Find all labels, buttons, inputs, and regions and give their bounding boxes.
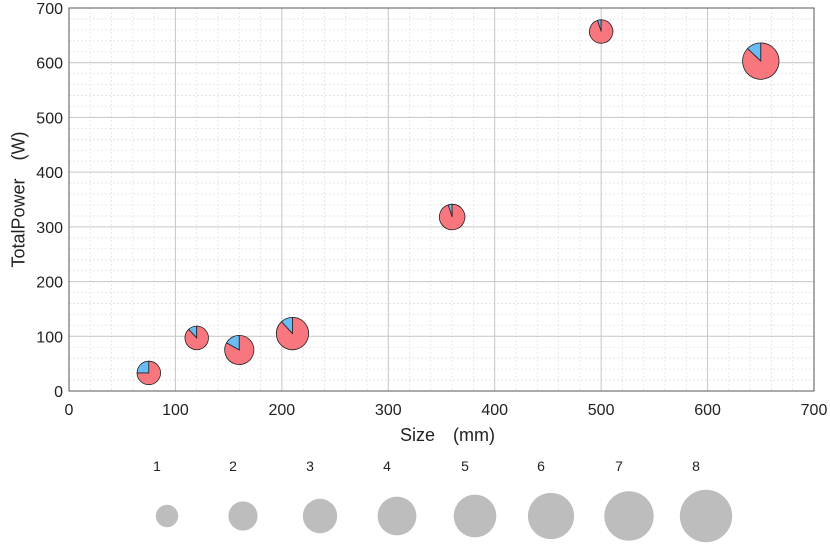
y-axis-label: TotalPower (W) <box>8 131 28 267</box>
major-grid <box>68 7 815 392</box>
size-legend-label: 2 <box>229 458 237 474</box>
y-tick-label: 100 <box>36 329 63 346</box>
pie-bubble <box>588 19 614 44</box>
y-tick-label: 300 <box>36 220 63 237</box>
x-axis-label: Size (mm) <box>400 425 495 445</box>
y-tick-label: 400 <box>36 165 63 182</box>
pie-slice <box>136 360 161 386</box>
pie-slice <box>439 203 466 231</box>
x-tick-labels: 0 100 200 300 400 500 600 700 <box>65 402 828 419</box>
pie-slice <box>588 19 614 44</box>
pie-bubble <box>184 325 209 351</box>
x-tick-label: 300 <box>375 402 402 419</box>
pie-slice <box>275 316 310 351</box>
size-legend-label: 7 <box>615 458 623 474</box>
size-legend-label: 3 <box>306 458 314 474</box>
size-legend-circle <box>155 504 179 528</box>
size-legend-circle <box>377 496 417 536</box>
x-tick-label: 0 <box>65 402 74 419</box>
y-tick-label: 500 <box>36 110 63 127</box>
y-tick-label: 700 <box>36 1 63 18</box>
pie-slice <box>184 325 209 351</box>
y-tick-labels: 0 100 200 300 400 500 600 700 <box>36 1 63 401</box>
size-legend-circle <box>604 491 654 541</box>
pie-slice <box>136 360 150 374</box>
x-tick-label: 100 <box>162 402 189 419</box>
y-tick-label: 200 <box>36 275 63 292</box>
pie-bubble <box>439 203 466 231</box>
size-legend-label: 4 <box>383 458 391 474</box>
x-tick-label: 200 <box>269 402 296 419</box>
size-legend-circle <box>679 489 733 543</box>
pie-bubble <box>275 316 310 351</box>
y-tick-label: 0 <box>54 384 63 401</box>
x-tick-label: 500 <box>588 402 615 419</box>
pie-bubble <box>136 360 161 386</box>
pie-bubble <box>224 334 255 365</box>
x-tick-label: 400 <box>481 402 508 419</box>
size-legend-circle <box>302 498 338 534</box>
pie-bubble <box>742 42 780 80</box>
plot-frame <box>68 7 815 392</box>
size-legend-circle <box>527 492 575 540</box>
x-tick-label: 600 <box>694 402 721 419</box>
size-legend-label: 6 <box>537 458 545 474</box>
size-legend-label: 1 <box>153 458 161 474</box>
x-tick-label: 700 <box>801 402 828 419</box>
size-legend-circle <box>453 494 497 538</box>
size-legend-circle <box>228 501 258 531</box>
size-legend-label: 5 <box>461 458 469 474</box>
data-points <box>136 19 780 386</box>
minor-grid <box>69 8 814 391</box>
pie-slice <box>224 334 255 365</box>
y-tick-label: 600 <box>36 56 63 73</box>
pie-slice <box>742 42 780 80</box>
size-legend: 1 2 3 4 5 6 7 8 <box>153 458 733 543</box>
size-legend-label: 8 <box>692 458 700 474</box>
